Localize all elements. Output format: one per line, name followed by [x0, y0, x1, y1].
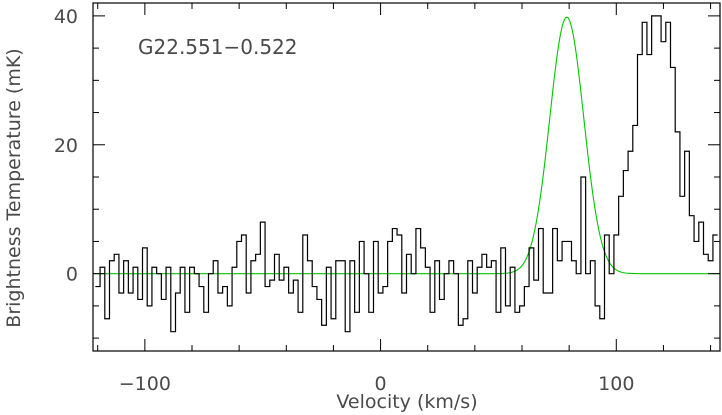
x-tick-label: 0 [375, 373, 387, 395]
x-axis-label: Velocity (km/s) [336, 391, 477, 413]
source-name-label: G22.551−0.522 [138, 35, 298, 59]
spectrum-step-layer [95, 15, 718, 333]
y-tick-label: 0 [66, 264, 78, 286]
y-tick-label: 40 [54, 6, 78, 28]
y-axis-label: Brightness Temperature (mK) [3, 48, 25, 327]
axis-ticks [93, 3, 720, 351]
tick-labels: −100 0 100 0 20 40 [54, 6, 635, 395]
x-tick-label: 100 [598, 373, 634, 395]
y-tick-label: 20 [54, 135, 78, 157]
spectrum-step-line [95, 15, 718, 333]
plot-frame [92, 2, 721, 352]
x-tick-label: −100 [119, 373, 171, 395]
plot-area [93, 15, 720, 333]
